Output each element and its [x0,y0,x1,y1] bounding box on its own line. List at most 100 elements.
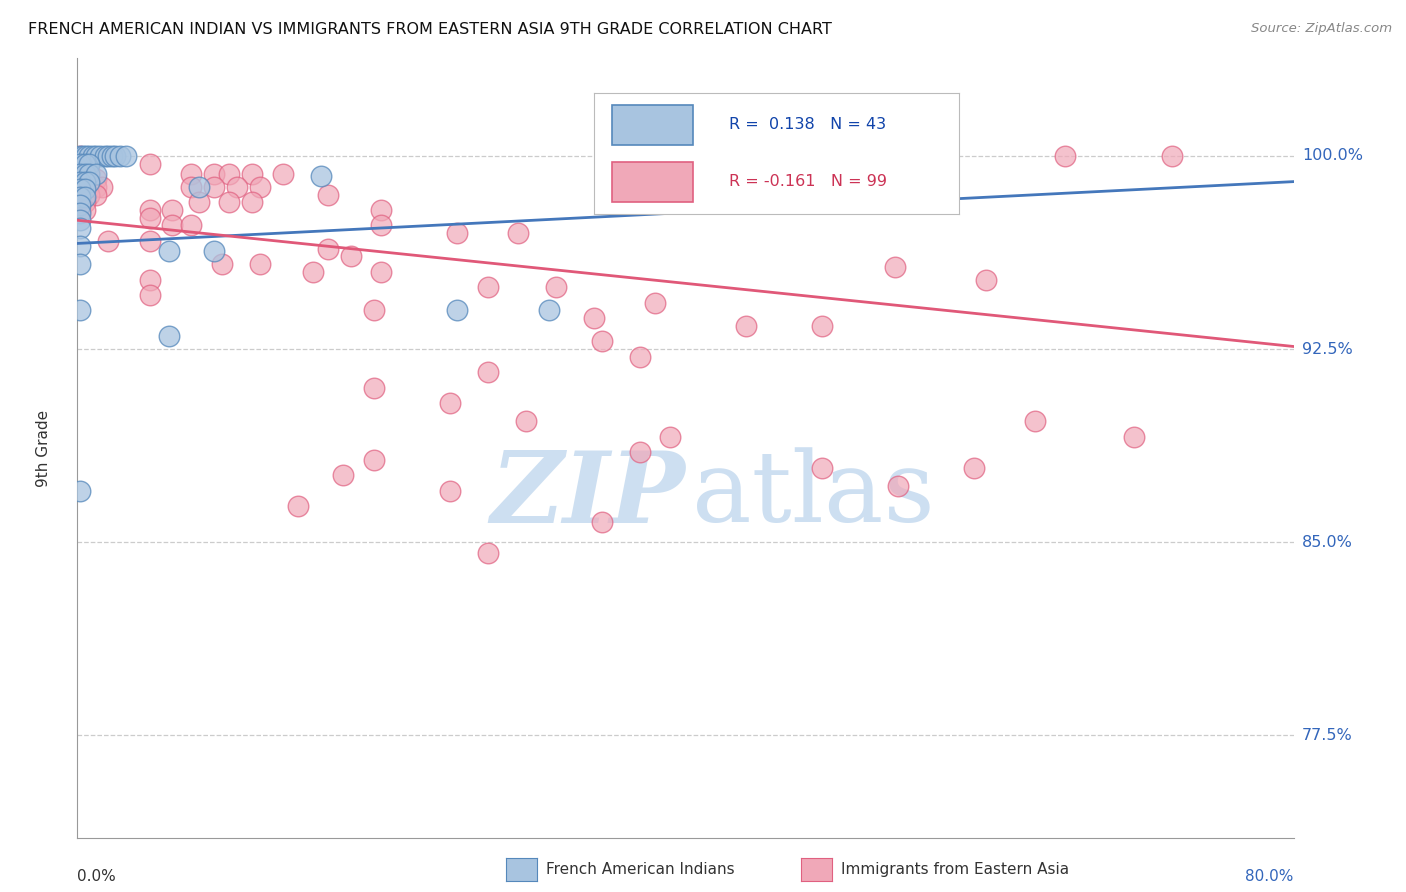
Point [139,211,162,225]
Point [93,149,115,163]
Point [69,172,91,186]
Point [73,195,96,210]
Point [370,202,392,217]
Point [69,213,91,227]
Point [97,234,120,248]
Point [69,239,91,253]
Point [249,179,271,194]
Point [97,149,120,163]
Point [515,414,537,428]
Text: 100.0%: 100.0% [1302,148,1362,163]
Point [69,156,91,170]
Point [69,164,91,178]
Point [226,179,249,194]
Point [1024,414,1046,428]
Point [477,365,499,379]
Text: 92.5%: 92.5% [1302,342,1353,357]
Point [1161,149,1184,163]
Point [583,311,606,326]
Point [309,169,332,184]
Point [180,167,202,181]
Point [73,202,96,217]
Text: French American Indians: French American Indians [546,863,734,877]
Point [82,149,104,163]
Point [157,329,180,343]
Point [73,175,96,189]
Point [218,167,240,181]
Point [79,164,101,178]
Point [370,219,392,233]
Point [446,303,468,318]
Point [79,167,101,181]
Point [69,202,91,217]
Point [84,167,107,181]
Point [811,318,834,333]
Point [69,167,91,181]
Point [160,219,183,233]
Point [69,483,91,498]
Point [271,167,294,181]
Point [73,156,96,170]
Point [69,182,91,196]
Point [73,164,96,178]
Point [73,179,96,194]
Point [240,195,263,210]
Point [591,515,613,529]
Point [139,288,162,302]
Point [84,149,107,163]
Text: FRENCH AMERICAN INDIAN VS IMMIGRANTS FROM EASTERN ASIA 9TH GRADE CORRELATION CHA: FRENCH AMERICAN INDIAN VS IMMIGRANTS FRO… [28,22,832,37]
Point [139,272,162,286]
Point [69,190,91,204]
Point [69,205,91,219]
Text: atlas: atlas [692,447,934,543]
Point [963,460,986,475]
Point [332,468,354,483]
Point [1122,430,1144,444]
Point [591,334,613,349]
Point [90,179,112,194]
Point [139,234,162,248]
Point [73,182,96,196]
Point [287,499,309,513]
Point [659,430,682,444]
Point [188,179,211,194]
Point [439,483,461,498]
Point [188,195,211,210]
Point [370,265,392,279]
Point [69,149,91,163]
Point [69,257,91,271]
Text: 0.0%: 0.0% [77,869,117,884]
Point [69,179,91,194]
Point [73,167,96,181]
Point [73,187,96,202]
Point [108,149,131,163]
Text: 77.5%: 77.5% [1302,728,1353,743]
Point [363,452,385,467]
Point [340,249,363,263]
Point [811,460,834,475]
Point [73,172,96,186]
Point [316,187,339,202]
Point [202,167,225,181]
Point [73,190,96,204]
Point [537,303,560,318]
Point [69,303,91,318]
Point [218,195,240,210]
Point [84,179,107,194]
Point [79,179,101,194]
Point [79,187,101,202]
Point [69,175,91,189]
Point [316,242,339,256]
Point [69,198,91,212]
Point [240,167,263,181]
Point [446,226,468,240]
Point [72,149,94,163]
Point [887,478,910,492]
Point [69,221,91,235]
Text: 85.0%: 85.0% [1302,534,1353,549]
Point [160,202,183,217]
Point [139,156,162,170]
Point [628,445,651,459]
Point [439,396,461,410]
Point [139,202,162,217]
